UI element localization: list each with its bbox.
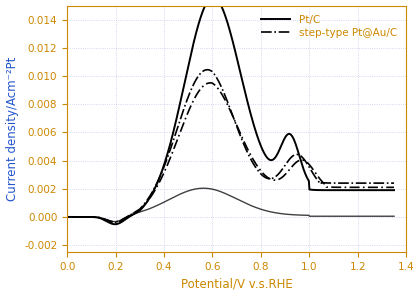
Pt/C: [258, 144, 263, 148]
Pt/C: [284, 134, 289, 137]
X-axis label: Potential/V v.s.RHE: Potential/V v.s.RHE: [181, 277, 292, 290]
step-type Pt@Au/C: [205, 68, 210, 72]
Pt/C: [65, 215, 70, 219]
step-type Pt@Au/C: [149, 191, 154, 195]
Pt/C: [391, 188, 396, 192]
Pt/C: [149, 193, 154, 196]
step-type Pt@Au/C: [284, 161, 289, 165]
Line: Pt/C: Pt/C: [67, 0, 394, 224]
step-type Pt@Au/C: [391, 181, 396, 185]
Pt/C: [312, 188, 317, 192]
Line: step-type Pt@Au/C: step-type Pt@Au/C: [67, 70, 394, 223]
step-type Pt@Au/C: [123, 216, 128, 220]
step-type Pt@Au/C: [258, 172, 263, 176]
step-type Pt@Au/C: [65, 215, 70, 219]
Y-axis label: Current density/Acm⁻²Pt: Current density/Acm⁻²Pt: [5, 57, 18, 201]
Pt/C: [123, 218, 128, 221]
step-type Pt@Au/C: [112, 221, 117, 224]
step-type Pt@Au/C: [213, 75, 218, 78]
step-type Pt@Au/C: [312, 174, 317, 177]
Legend: Pt/C, step-type Pt@Au/C: Pt/C, step-type Pt@Au/C: [257, 11, 401, 42]
Pt/C: [113, 223, 118, 226]
